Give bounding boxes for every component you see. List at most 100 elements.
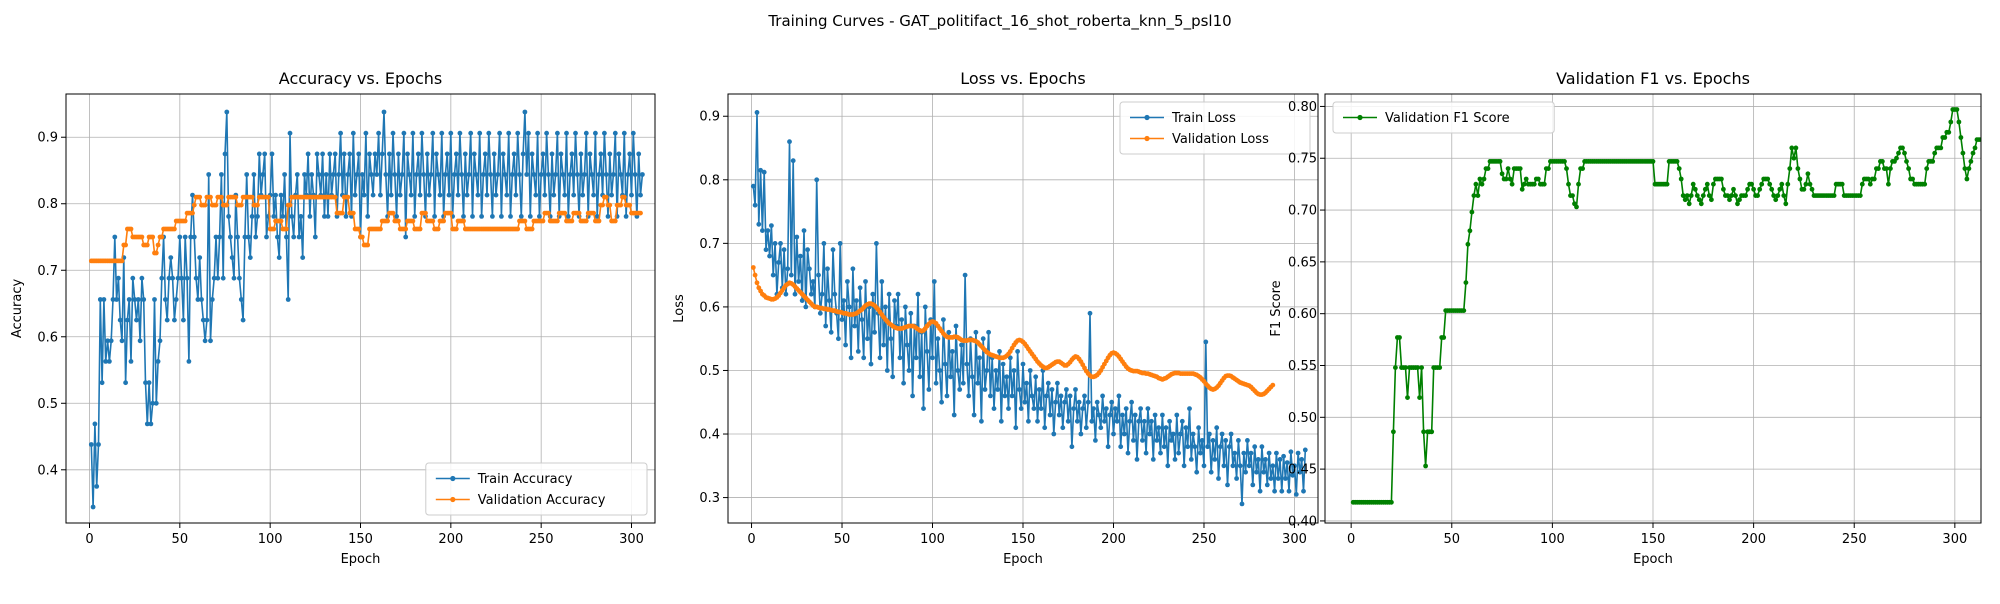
series-line-validation-f1-score bbox=[1353, 108, 1981, 504]
data-point-train-loss bbox=[1279, 488, 1285, 494]
data-point-validation-accuracy bbox=[396, 218, 401, 224]
data-point-train-accuracy bbox=[94, 484, 100, 489]
data-point-train-loss bbox=[799, 298, 805, 303]
data-point-validation-f1-score bbox=[1894, 155, 1899, 161]
data-point-train-accuracy bbox=[612, 130, 618, 136]
data-point-train-loss bbox=[888, 336, 894, 342]
data-point-validation-f1-score bbox=[1405, 395, 1410, 400]
data-point-validation-accuracy bbox=[287, 202, 293, 208]
data-point-train-accuracy bbox=[616, 151, 622, 157]
legend-box bbox=[425, 462, 648, 516]
data-point-train-accuracy bbox=[132, 297, 138, 302]
data-point-train-accuracy bbox=[159, 275, 165, 281]
data-point-train-loss bbox=[1105, 444, 1111, 450]
x-tick-label: 0 bbox=[747, 532, 755, 547]
data-point-train-accuracy bbox=[455, 192, 461, 198]
data-point-validation-f1-score bbox=[1680, 193, 1686, 199]
data-point-train-loss bbox=[1049, 387, 1055, 392]
data-point-train-loss bbox=[1170, 431, 1176, 437]
data-point-validation-f1-score bbox=[1781, 193, 1787, 199]
data-point-train-accuracy bbox=[312, 234, 318, 240]
data-point-validation-f1-score bbox=[1485, 166, 1491, 172]
data-point-train-accuracy bbox=[141, 297, 147, 302]
data-point-train-loss bbox=[1136, 418, 1142, 424]
data-point-validation-accuracy bbox=[332, 194, 338, 200]
data-point-train-loss bbox=[973, 329, 979, 335]
data-point-validation-loss bbox=[750, 265, 756, 270]
data-point-train-loss bbox=[1132, 412, 1138, 418]
data-point-train-loss bbox=[1183, 425, 1189, 431]
data-point-train-loss bbox=[1210, 438, 1216, 443]
data-point-validation-f1-score bbox=[1797, 176, 1803, 182]
data-point-validation-accuracy bbox=[150, 234, 156, 240]
data-point-train-loss bbox=[1246, 463, 1252, 469]
data-point-train-accuracy bbox=[594, 214, 600, 219]
data-point-train-loss bbox=[1205, 444, 1210, 450]
data-point-train-accuracy bbox=[302, 172, 307, 177]
data-point-train-accuracy bbox=[172, 317, 177, 323]
data-point-train-accuracy bbox=[567, 172, 573, 177]
data-point-validation-accuracy bbox=[219, 194, 224, 200]
data-point-train-accuracy bbox=[152, 297, 157, 302]
data-point-train-accuracy bbox=[135, 297, 141, 302]
data-point-train-accuracy bbox=[591, 192, 596, 198]
data-point-train-accuracy bbox=[325, 214, 331, 219]
data-point-train-accuracy bbox=[200, 317, 206, 323]
data-point-validation-f1-score bbox=[1419, 365, 1424, 370]
data-point-train-accuracy bbox=[475, 192, 481, 198]
data-point-train-loss bbox=[1096, 412, 1102, 418]
data-point-train-accuracy bbox=[453, 151, 459, 157]
data-point-train-loss bbox=[1147, 431, 1153, 437]
data-point-validation-accuracy bbox=[202, 202, 208, 208]
data-point-train-accuracy bbox=[264, 234, 269, 240]
data-point-train-loss bbox=[969, 374, 975, 380]
data-point-validation-f1-score bbox=[1930, 159, 1936, 164]
data-point-validation-f1-score bbox=[1403, 365, 1408, 370]
data-point-validation-accuracy bbox=[410, 218, 416, 224]
data-point-train-accuracy bbox=[443, 172, 448, 177]
data-point-train-loss bbox=[1085, 399, 1091, 405]
data-point-validation-f1-score bbox=[1698, 201, 1704, 207]
data-point-train-loss bbox=[783, 291, 789, 297]
data-point-train-accuracy bbox=[365, 214, 371, 219]
y-tick-label: 0.70 bbox=[1288, 204, 1317, 219]
data-point-train-loss bbox=[1098, 425, 1104, 431]
data-point-validation-f1-score bbox=[1704, 181, 1710, 187]
data-point-train-loss bbox=[1181, 463, 1187, 469]
legend-swatch-marker bbox=[1357, 114, 1363, 121]
data-point-train-loss bbox=[1185, 444, 1191, 450]
data-point-train-accuracy bbox=[291, 234, 297, 240]
data-point-train-accuracy bbox=[506, 130, 512, 136]
data-point-train-accuracy bbox=[209, 297, 215, 302]
data-point-train-accuracy bbox=[237, 275, 242, 281]
data-point-train-loss bbox=[841, 298, 847, 303]
data-point-train-loss bbox=[767, 253, 772, 259]
data-point-train-loss bbox=[1002, 393, 1008, 399]
data-point-train-accuracy bbox=[320, 151, 325, 157]
data-point-validation-f1-score bbox=[1987, 137, 1992, 142]
data-point-validation-accuracy bbox=[461, 218, 466, 224]
data-point-train-accuracy bbox=[175, 275, 181, 281]
data-point-train-loss bbox=[1091, 406, 1096, 411]
data-point-train-accuracy bbox=[623, 214, 629, 219]
data-point-validation-accuracy bbox=[540, 218, 546, 224]
data-point-validation-f1-score bbox=[1475, 193, 1481, 199]
data-point-train-accuracy bbox=[565, 214, 571, 219]
data-point-train-loss bbox=[1292, 463, 1297, 469]
data-point-train-accuracy bbox=[627, 151, 633, 157]
data-point-train-accuracy bbox=[488, 172, 493, 177]
data-point-train-accuracy bbox=[562, 192, 568, 198]
data-point-train-accuracy bbox=[415, 151, 421, 157]
data-point-train-accuracy bbox=[117, 317, 123, 323]
data-point-train-loss bbox=[980, 336, 986, 342]
data-point-validation-f1-score bbox=[1706, 193, 1712, 199]
data-point-train-accuracy bbox=[219, 172, 224, 177]
data-point-validation-f1-score bbox=[1519, 186, 1525, 192]
data-point-train-accuracy bbox=[394, 214, 399, 219]
data-point-train-accuracy bbox=[143, 380, 148, 386]
data-point-validation-accuracy bbox=[435, 226, 441, 232]
data-point-validation-f1-score bbox=[1682, 197, 1688, 203]
data-point-train-accuracy bbox=[569, 151, 575, 157]
data-point-train-loss bbox=[830, 247, 836, 253]
